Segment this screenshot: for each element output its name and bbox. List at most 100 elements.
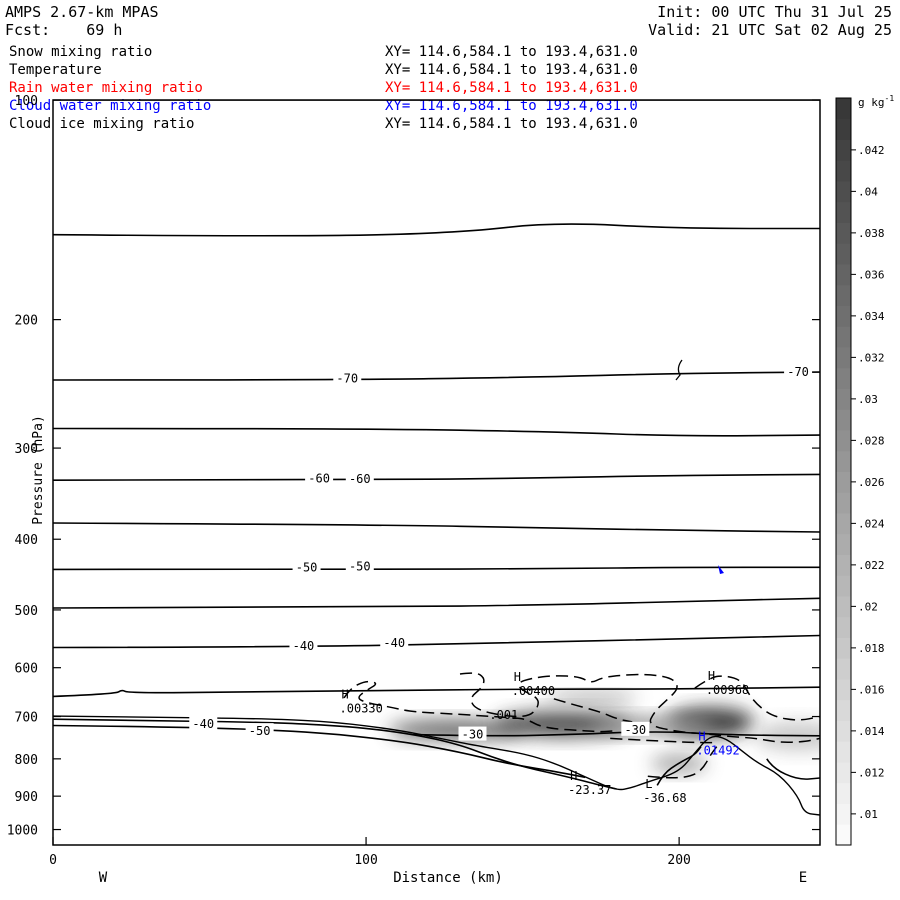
temperature-label-bg-2 <box>305 470 334 485</box>
colorbar-tick-label-15: .04 <box>858 185 878 198</box>
contour-labels: -70 -70-60 -60-50 -50-40 -40-40 -50 -30 -30H.00… <box>189 364 813 805</box>
colorbar: .01 .012 .014 .016 .018 .02 .022 .024 .026 .028 .0… <box>835 97 885 846</box>
model-title: AMPS 2.67-km MPAS <box>5 3 159 21</box>
colorbar-band-5 <box>836 720 851 742</box>
colorbar-tick-label-8: .026 <box>858 476 885 489</box>
colorbar-tick-label-12: .034 <box>858 310 885 323</box>
field-xy-cloud-ice: XY= 114.6,584.1 to 193.4,631.0 <box>385 116 638 132</box>
valid-time: Valid: 21 UTC Sat 02 Aug 25 <box>648 21 892 39</box>
isotherm-13 <box>412 731 820 737</box>
colorbar-tick-label-5: .02 <box>858 600 878 613</box>
colorbar-band-11 <box>836 596 851 618</box>
colorbar-band-12 <box>836 575 851 597</box>
y-tick-label-500: 500 <box>15 604 38 619</box>
colorbar-band-29 <box>836 222 851 244</box>
colorbar-band-7 <box>836 679 851 701</box>
colorbar-band-8 <box>836 658 851 680</box>
temperature-label-7: -40 <box>383 636 405 650</box>
temperature-label-bg-9 <box>245 723 274 738</box>
colorbar-tick-label-1: .012 <box>858 766 885 779</box>
isotherm-10 <box>53 715 820 816</box>
temperature-label-2: -60 <box>308 471 330 485</box>
colorbar-band-26 <box>836 284 851 306</box>
y-tick-label-700: 700 <box>15 711 38 726</box>
y-tick-label-900: 900 <box>15 790 38 805</box>
colorbar-band-17 <box>836 471 851 493</box>
colorbar-band-30 <box>836 201 851 223</box>
y-tick-label-600: 600 <box>15 662 38 677</box>
field-name-snow: Snow mixing ratio <box>9 44 153 60</box>
axes: 100 200 300 400 500 600 700 800 900 1000 0 100 200 <box>7 94 820 868</box>
y-axis-label: Pressure (hPa) <box>31 415 46 525</box>
init-time: Init: 00 UTC Thu 31 Jul 25 <box>657 3 892 21</box>
colorbar-units: g kg-1 <box>858 94 894 109</box>
ice-contour-0 <box>343 680 617 733</box>
ice-contour-label: .001 <box>489 708 518 722</box>
ice-contour-2 <box>610 737 717 744</box>
cloud-water-arrow-icon <box>718 565 724 574</box>
ice-contour-3 <box>694 675 820 721</box>
colorbar-tick-label-6: .022 <box>858 559 885 572</box>
y-tick-label-800: 800 <box>15 753 38 768</box>
isotherm-6 <box>53 566 820 571</box>
extremum-type-4: H <box>570 769 577 783</box>
temperature-label-1: -70 <box>787 365 809 379</box>
temperature-label-bg-7 <box>380 634 409 649</box>
temperature-label-11: -30 <box>624 723 646 737</box>
colorbar-band-28 <box>836 243 851 265</box>
colorbar-units-exponent: -1 <box>885 94 895 103</box>
colorbar-band-1 <box>836 803 851 825</box>
colorbar-frame <box>835 97 852 846</box>
temperature-label-bg-4 <box>292 559 321 574</box>
ice-contour-1 <box>459 672 820 744</box>
colorbar-tick-label-4: .018 <box>858 642 885 655</box>
colorbar-band-0 <box>836 824 851 846</box>
temperature-label-6: -40 <box>293 639 315 653</box>
temperature-label-bg-6 <box>289 637 318 652</box>
colorbar-band-3 <box>836 762 851 784</box>
colorbar-band-14 <box>836 533 851 555</box>
plot-frame <box>52 99 821 846</box>
colorbar-band-16 <box>836 492 851 514</box>
snow-blob-2 <box>544 692 639 704</box>
field-xy-snow: XY= 114.6,584.1 to 193.4,631.0 <box>385 44 638 60</box>
forecast-hour: Fcst: 69 h <box>5 21 123 39</box>
colorbar-units-base: g kg <box>858 96 885 109</box>
isotherm-1 <box>53 223 820 237</box>
temperature-label-4: -50 <box>296 560 318 574</box>
temperature-label-bg-10 <box>458 726 487 741</box>
extremum-type-2: H <box>708 669 715 683</box>
y-tick-label-400: 400 <box>15 533 38 548</box>
colorbar-tick-label-2: .014 <box>858 725 885 738</box>
temperature-label-5: -50 <box>349 560 371 574</box>
small-isotherm-fragment <box>675 359 683 381</box>
colorbar-tick-label-9: .028 <box>858 434 885 447</box>
field-xy-cloud-water: XY= 114.6,584.1 to 193.4,631.0 <box>385 98 638 114</box>
colorbar-band-6 <box>836 699 851 721</box>
extremum-type-0: H <box>342 687 349 701</box>
extremum-value-4: -23.37 <box>568 783 611 797</box>
snow-blob-1 <box>494 711 633 738</box>
colorbar-band-27 <box>836 264 851 286</box>
colorbar-band-20 <box>836 409 851 431</box>
field-name-rain: Rain water mixing ratio <box>9 80 203 96</box>
isotherm-14 <box>766 758 820 780</box>
colorbar-tick-label-13: .036 <box>858 268 885 281</box>
temperature-label-10: -30 <box>462 728 484 742</box>
isotherm-9 <box>53 686 820 698</box>
colorbar-tick-label-7: .024 <box>858 517 885 530</box>
field-name-temperature: Temperature <box>9 62 102 78</box>
colorbar-band-15 <box>836 513 851 535</box>
colorbar-band-9 <box>836 637 851 659</box>
colorbar-band-13 <box>836 554 851 576</box>
colorbar-band-35 <box>836 98 851 120</box>
isotherm-7 <box>53 597 820 609</box>
field-name-cloud-ice: Cloud ice mixing ratio <box>9 116 195 132</box>
isotherm-2 <box>53 371 820 381</box>
temperature-contours <box>53 100 820 816</box>
extremum-value-1: .00400 <box>512 684 555 698</box>
isotherm-15 <box>656 746 702 786</box>
ice-contours <box>343 672 820 779</box>
extremum-value-2: .00968 <box>706 683 749 697</box>
